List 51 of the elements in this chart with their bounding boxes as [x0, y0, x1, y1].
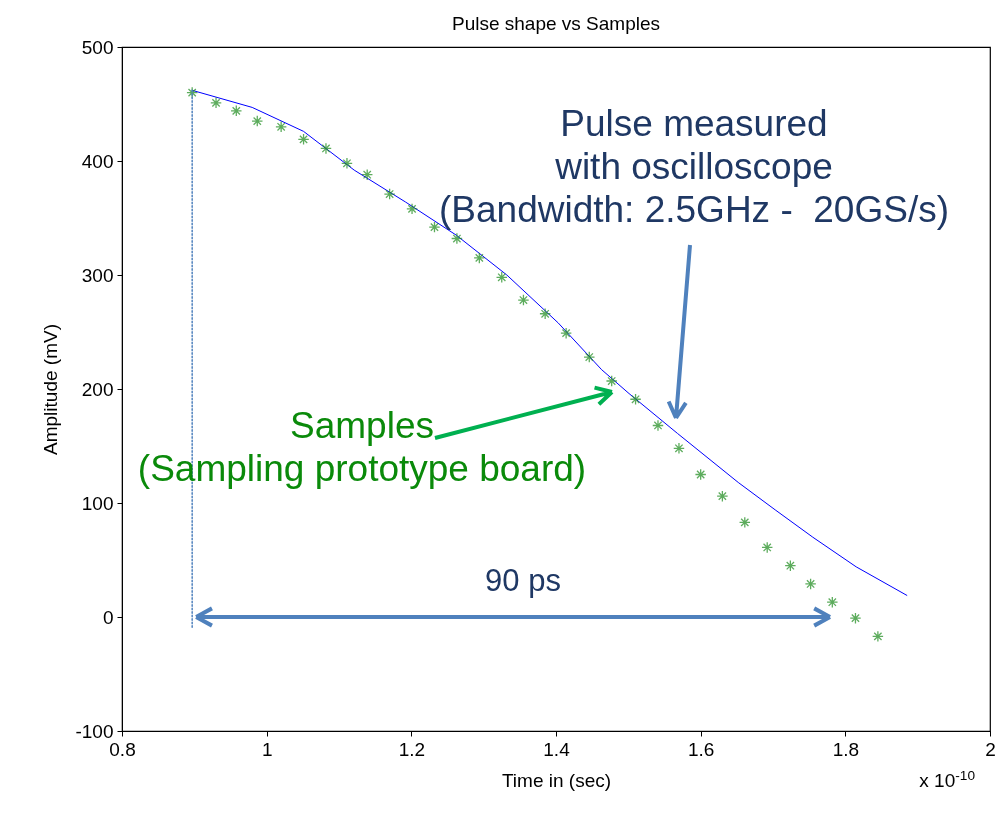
point — [605, 375, 618, 387]
point — [652, 419, 664, 432]
point — [761, 541, 774, 554]
point — [361, 168, 374, 181]
point — [583, 351, 596, 363]
y-tick-label: 300 — [81, 264, 114, 286]
x-tick-label: 1 — [261, 738, 273, 760]
point — [383, 188, 396, 200]
point — [251, 115, 264, 127]
point — [210, 96, 222, 109]
point — [406, 202, 418, 215]
point — [826, 596, 839, 609]
point — [629, 393, 642, 406]
x-tick-label: 1.4 — [543, 738, 571, 760]
annotation: Samples (Sampling prototype board) — [137, 405, 587, 490]
point — [495, 271, 508, 284]
point — [186, 86, 199, 99]
point — [341, 157, 353, 170]
point — [539, 307, 552, 320]
point — [451, 232, 463, 245]
point — [473, 252, 486, 264]
y-tick-label: 500 — [81, 36, 114, 58]
point — [694, 468, 707, 481]
y-axis-title: Amplitude (mV) — [40, 324, 62, 455]
point — [428, 221, 441, 234]
point — [716, 490, 729, 503]
point — [320, 142, 332, 155]
x-tick-label: 2 — [985, 738, 996, 760]
point — [517, 294, 530, 306]
point — [230, 104, 243, 117]
y-tick-label: 100 — [81, 492, 114, 514]
x-tick-label: 1.6 — [687, 738, 715, 760]
point — [804, 578, 817, 590]
text: x 10$^{-10}$ — [919, 767, 976, 792]
y-tick-label: 0 — [102, 606, 114, 628]
annotation: 90 ps — [485, 562, 561, 598]
point — [560, 327, 573, 340]
point — [297, 133, 310, 146]
point — [871, 630, 884, 643]
x-tick-label: 1.8 — [832, 738, 860, 760]
point — [784, 559, 797, 572]
point — [849, 612, 862, 625]
point — [738, 516, 751, 529]
point — [673, 442, 685, 455]
point — [275, 120, 288, 133]
y-tick-label: 400 — [81, 150, 114, 172]
annotation: Pulse measured with oscilloscope (Bandwidth: 2.5GHz - 20GS/s) — [439, 103, 949, 231]
x-axis-title: Time in (sec) — [501, 769, 612, 791]
chart-title: Pulse shape vs Samples — [451, 13, 661, 34]
x-tick-label: 1.2 — [398, 738, 426, 760]
y-tick-label: 200 — [81, 378, 114, 400]
